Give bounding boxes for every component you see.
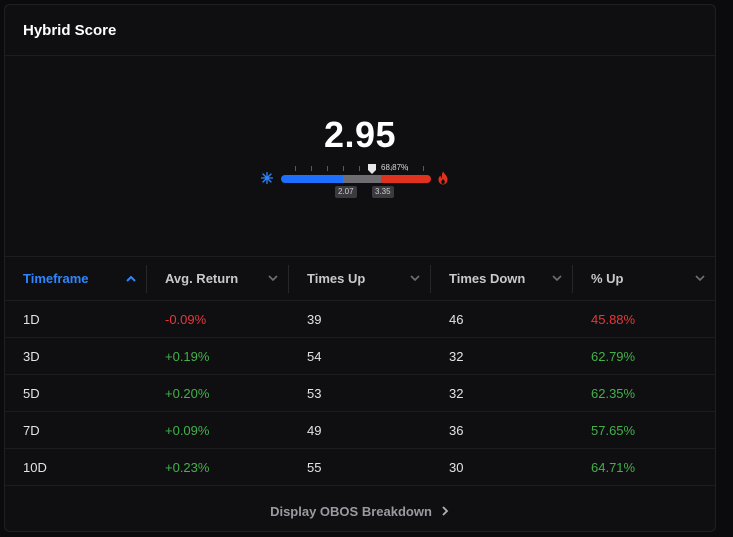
gauge-range-segment xyxy=(343,175,381,183)
cell-timeframe: 5D xyxy=(5,374,147,412)
cell-times-down: 36 xyxy=(431,411,573,449)
chevron-up-icon xyxy=(126,275,136,282)
chevron-down-icon xyxy=(695,275,705,282)
cell-times-down: 46 xyxy=(431,300,573,338)
snowflake-icon xyxy=(261,172,273,184)
cell-times-up: 55 xyxy=(289,448,431,486)
cell-times-down: 30 xyxy=(431,448,573,486)
cell-timeframe: 3D xyxy=(5,337,147,375)
column-header-avg-return[interactable]: Avg. Return xyxy=(147,257,289,301)
column-header-label: Avg. Return xyxy=(165,271,239,286)
cell-avg-return: +0.20% xyxy=(147,374,289,412)
cell-pct-up: 45.88% xyxy=(573,300,715,338)
cell-times-up: 54 xyxy=(289,337,431,375)
hybrid-score-card: Hybrid Score 2.95 xyxy=(4,4,716,532)
cell-avg-return: +0.09% xyxy=(147,411,289,449)
display-obos-breakdown-link[interactable]: Display OBOS Breakdown xyxy=(5,486,715,531)
cell-avg-return: -0.09% xyxy=(147,300,289,338)
column-header-label: Times Up xyxy=(307,271,366,286)
percent-label: 68.87% xyxy=(381,163,409,172)
cell-timeframe: 1D xyxy=(5,300,147,338)
table-row: 10D +0.23% 55 30 64.71% xyxy=(5,448,715,486)
column-header-label: Times Down xyxy=(449,271,526,286)
stats-table: Timeframe Avg. Return Times Up xyxy=(5,257,715,486)
table-row: 1D -0.09% 39 46 45.88% xyxy=(5,300,715,338)
table-row: 7D +0.09% 49 36 57.65% xyxy=(5,411,715,449)
range-low-label: 2.07 xyxy=(335,186,357,198)
gauge-bar xyxy=(281,175,431,183)
cell-timeframe: 10D xyxy=(5,448,147,486)
chevron-right-icon xyxy=(442,506,449,516)
cell-pct-up: 62.35% xyxy=(573,374,715,412)
score-gauge: 68.87% 2.07 3.35 xyxy=(261,162,451,202)
cell-times-up: 53 xyxy=(289,374,431,412)
gauge-tick xyxy=(407,166,408,171)
column-header-timeframe[interactable]: Timeframe xyxy=(5,257,147,301)
cell-pct-up: 57.65% xyxy=(573,411,715,449)
cell-times-down: 32 xyxy=(431,374,573,412)
gauge-tick xyxy=(311,166,312,171)
table-header-row: Timeframe Avg. Return Times Up xyxy=(5,257,715,301)
cell-avg-return: +0.23% xyxy=(147,448,289,486)
chevron-down-icon xyxy=(552,275,562,282)
gauge-tick xyxy=(327,166,328,171)
gauge-tick xyxy=(423,166,424,171)
gauge-tick xyxy=(343,166,344,171)
chevron-down-icon xyxy=(268,275,278,282)
fire-icon xyxy=(438,171,448,185)
cell-avg-return: +0.19% xyxy=(147,337,289,375)
cell-pct-up: 64.71% xyxy=(573,448,715,486)
table-row: 5D +0.20% 53 32 62.35% xyxy=(5,374,715,412)
chevron-down-icon xyxy=(410,275,420,282)
column-header-times-up[interactable]: Times Up xyxy=(289,257,431,301)
cell-times-down: 32 xyxy=(431,337,573,375)
score-marker-icon xyxy=(368,164,376,174)
gauge-tick xyxy=(295,166,296,171)
score-panel: 2.95 xyxy=(5,56,715,257)
column-header-pct-up[interactable]: % Up xyxy=(573,257,715,301)
range-high-label: 3.35 xyxy=(372,186,394,198)
gauge-tick xyxy=(391,166,392,171)
cell-times-up: 39 xyxy=(289,300,431,338)
column-header-label: Timeframe xyxy=(23,271,89,286)
cell-pct-up: 62.79% xyxy=(573,337,715,375)
cell-times-up: 49 xyxy=(289,411,431,449)
gauge-cold-segment xyxy=(281,175,343,183)
table-row: 3D +0.19% 54 32 62.79% xyxy=(5,337,715,375)
column-header-times-down[interactable]: Times Down xyxy=(431,257,573,301)
card-title: Hybrid Score xyxy=(5,5,715,56)
footer-link-label: Display OBOS Breakdown xyxy=(270,503,432,519)
cell-timeframe: 7D xyxy=(5,411,147,449)
score-value: 2.95 xyxy=(323,114,397,155)
gauge-tick xyxy=(359,166,360,171)
column-header-label: % Up xyxy=(591,271,624,286)
gauge-hot-segment xyxy=(381,175,431,183)
